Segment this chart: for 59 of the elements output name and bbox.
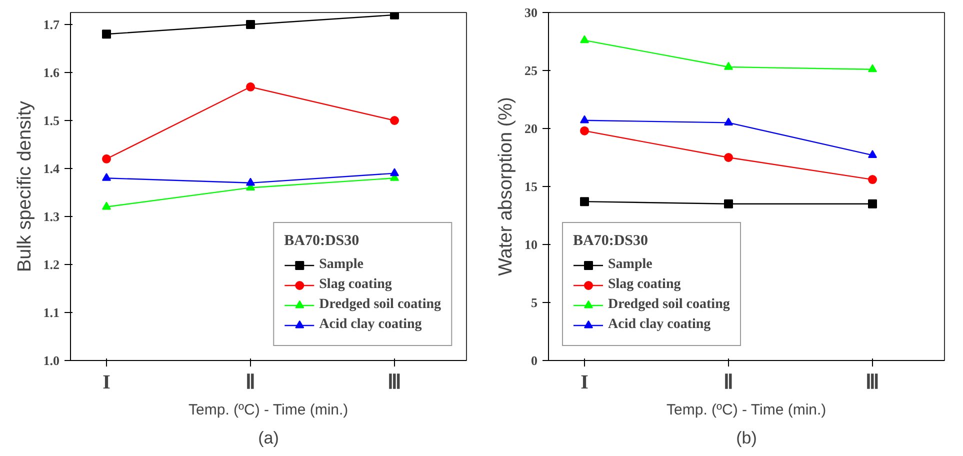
legend-label: Sample — [608, 257, 652, 273]
y-tick-label: 1.3 — [43, 209, 60, 224]
x-tick-label: Ⅲ — [388, 372, 402, 394]
point — [246, 20, 255, 29]
legend-label: Sample — [319, 257, 364, 273]
y-axis-title: Water absorption (%) — [496, 97, 516, 276]
y-tick-label: 1.4 — [43, 161, 60, 176]
point — [102, 30, 111, 39]
point — [724, 118, 733, 126]
y-axis-title: Bulk specific density — [14, 100, 36, 272]
x-axis-title: Temp. (ºC) - Time (min.) — [666, 402, 826, 418]
point — [868, 199, 877, 208]
y-tick-label: 1.0 — [43, 353, 60, 368]
y-tick-label: 15 — [524, 179, 538, 194]
y-tick-label: 1.5 — [43, 113, 60, 128]
y-tick-label: 1.1 — [43, 305, 60, 320]
x-tick-label: Ⅲ — [866, 372, 880, 394]
point — [868, 64, 877, 72]
text: (b) — [736, 428, 757, 448]
y-tick-label: 30 — [524, 5, 538, 20]
x-tick-label: Ⅱ — [724, 372, 734, 394]
point — [580, 126, 589, 136]
point — [390, 12, 399, 20]
y-tick-label: 1.6 — [43, 65, 60, 80]
point — [724, 62, 733, 70]
point — [868, 150, 877, 158]
legend-title: BA70:DS30 — [284, 233, 360, 250]
y-tick-label: 1.7 — [43, 17, 60, 32]
x-tick-label: Ⅱ — [246, 372, 256, 394]
point — [580, 115, 589, 124]
legend-label: Acid clay coating — [319, 317, 422, 333]
y-tick-label: 0 — [531, 353, 538, 368]
y-tick-label: 1.2 — [43, 257, 60, 272]
legend-label: Acid clay coating — [608, 317, 711, 333]
point — [102, 202, 111, 210]
point — [390, 116, 399, 125]
point — [580, 197, 589, 206]
point — [868, 175, 877, 184]
legend-title: BA70:DS30 — [573, 233, 650, 250]
point — [102, 172, 111, 181]
y-tick-label: 20 — [524, 121, 538, 136]
x-tick-label: I — [102, 372, 111, 394]
point — [580, 35, 589, 44]
point — [246, 178, 255, 186]
point — [724, 199, 733, 208]
point — [390, 168, 399, 176]
text: (a) — [258, 428, 279, 448]
y-tick-label: 25 — [524, 63, 538, 78]
y-tick-label: 10 — [524, 237, 538, 252]
point — [102, 154, 111, 164]
point — [724, 153, 733, 162]
legend-label: Dredged soil coating — [608, 297, 730, 313]
point — [246, 82, 255, 92]
x-axis-title: Temp. (ºC) - Time (min.) — [188, 402, 348, 418]
x-tick-label: I — [580, 372, 589, 394]
legend-label: Slag coating — [319, 277, 392, 293]
legend-label: Slag coating — [608, 277, 681, 293]
y-tick-label: 5 — [531, 295, 538, 310]
legend-label: Dredged soil coating — [319, 297, 441, 313]
